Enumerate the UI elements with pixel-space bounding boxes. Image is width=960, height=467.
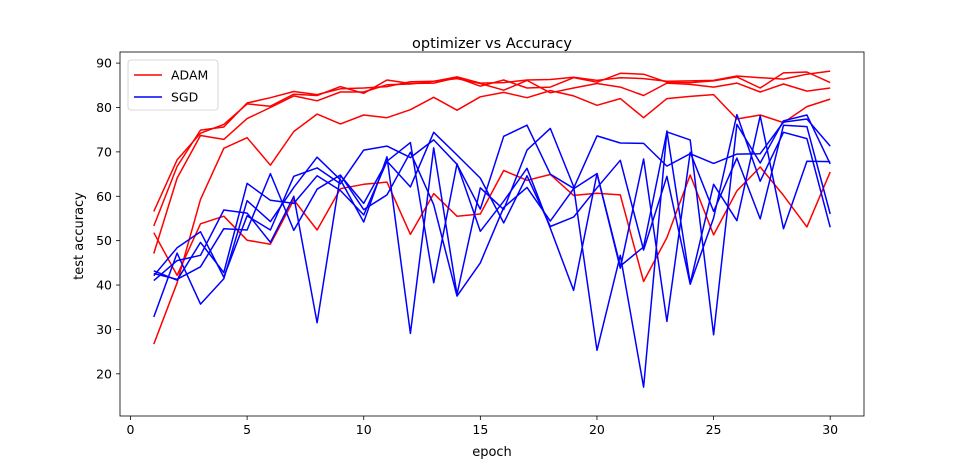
y-tick-label: 90 — [96, 56, 112, 71]
plot-frame — [119, 51, 865, 417]
x-tick-label: 15 — [472, 422, 488, 437]
x-tick-label: 5 — [243, 422, 251, 437]
series-line-sgd-9 — [153, 115, 831, 388]
series-line-adam-2 — [153, 70, 831, 227]
y-tick-label: 70 — [96, 144, 112, 159]
y-tick-label: 80 — [96, 100, 112, 115]
series-line-adam-3 — [153, 77, 831, 254]
series-line-sgd-7 — [153, 114, 831, 336]
series-line-sgd-10 — [153, 124, 831, 323]
x-tick-label: 10 — [356, 422, 372, 437]
legend: ADAM SGD — [127, 59, 219, 111]
x-tick-label: 25 — [706, 422, 722, 437]
y-tick-label: 20 — [96, 366, 112, 381]
x-tick-label: 0 — [127, 422, 135, 437]
series-line-adam-5 — [153, 166, 831, 283]
series-line-adam-1 — [153, 71, 831, 212]
series-line-sgd-6 — [153, 118, 831, 278]
chart-title: optimizer vs Accuracy — [412, 36, 572, 52]
x-axis-label: epoch — [472, 445, 512, 460]
y-tick-label: 40 — [96, 278, 112, 293]
legend-label-adam: ADAM — [171, 68, 208, 83]
y-tick-label: 30 — [96, 322, 112, 337]
x-tick-label: 30 — [822, 422, 838, 437]
plot-area: 0 5 10 15 20 25 30 20 30 40 50 60 70 80 90 — [96, 51, 865, 437]
y-tick-label: 50 — [96, 233, 112, 248]
x-tick-label: 20 — [589, 422, 605, 437]
y-tick-label: 60 — [96, 189, 112, 204]
series-line-adam-4 — [153, 89, 831, 345]
legend-label-sgd: SGD — [171, 90, 198, 105]
y-axis-label: test accuracy — [72, 192, 87, 280]
